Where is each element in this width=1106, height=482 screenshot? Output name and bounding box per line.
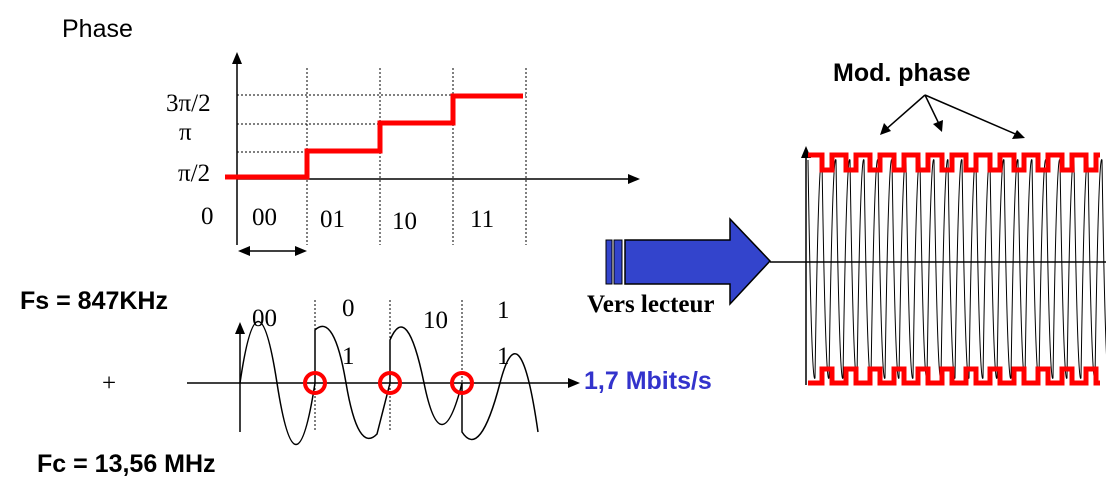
y-label-3pi2: 3π/2 [166,90,211,117]
sub-bit-10: 10 [423,307,448,334]
envelope-bottom [808,366,1100,386]
y-label-zero: 0 [201,203,214,230]
arrow-stripe-2 [613,239,623,285]
x-label-11: 11 [470,206,494,233]
y-label-pi: π [179,119,192,146]
fc-label: Fc = 13,56 MHz [37,450,216,478]
subcarrier-wave [239,320,539,446]
x-label-00: 00 [252,204,277,231]
phase-change-circle-3 [450,371,474,395]
mod-pointer-head-2 [933,120,943,132]
subcarrier-diagram: Fs = 847KHz + Fc = 13,56 MHz 00 0 10 1 1… [20,287,580,478]
y-label-pi2: π/2 [178,160,210,187]
modulated-signal: Mod. phase [770,59,1106,386]
rate-label: 1,7 Mbits/s [584,367,712,395]
mod-pointer-2 [924,94,941,127]
phase-step-line [225,93,523,180]
carrier-wave [807,159,1106,379]
sub-bit-0: 0 [342,295,355,322]
period-arrow-right [295,246,307,256]
phase-chart: Phase 3π/2 π π/2 0 00 01 10 11 [62,15,640,256]
sub-bit-1: 1 [497,297,510,324]
phase-title: Phase [62,15,133,43]
transfer-arrow: Vers lecteur 1,7 Mbits/s [584,217,772,395]
phase-x-arrowhead [628,174,640,184]
sub-bit-bottom-1: 1 [342,343,355,370]
sub-x-arrowhead [568,378,580,388]
envelope-top [808,152,1100,173]
arrow-stripe-1 [605,239,613,285]
x-label-01: 01 [320,206,345,233]
phase-change-circle-2 [378,371,402,395]
arrow-label: Vers lecteur [587,291,715,318]
mod-pointer-3 [924,94,1021,137]
x-label-10: 10 [392,208,417,235]
period-arrow-left [238,246,250,256]
mod-pointer-1 [883,94,926,132]
phase-change-circle-1 [303,371,327,395]
mod-pointer-head-1 [880,123,891,135]
mod-phase-title: Mod. phase [833,59,971,87]
fs-label: Fs = 847KHz [20,287,168,315]
plus-label: + [102,370,116,397]
mod-pointer-head-3 [1012,130,1025,139]
sub-bit-bottom-2: 1 [497,343,510,370]
arrow-body [624,217,772,306]
sub-y-arrowhead [235,322,245,334]
phase-y-arrowhead [232,52,242,64]
sub-bit-00: 00 [252,305,277,332]
